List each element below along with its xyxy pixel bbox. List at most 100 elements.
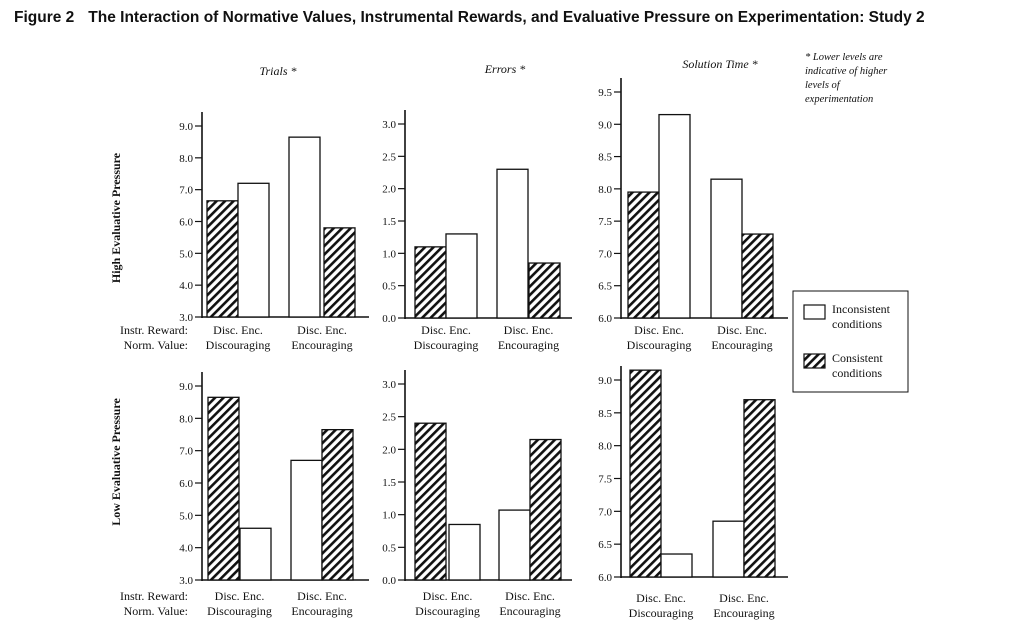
panel-title: Solution Time * — [682, 57, 757, 71]
bar-consistent — [414, 246, 447, 319]
y-tick-label: 5.0 — [179, 510, 193, 522]
y-tick-label: 1.5 — [382, 216, 396, 228]
y-tick-label: 7.0 — [598, 248, 612, 260]
x-tick-label-norm: Discouraging — [415, 604, 480, 618]
y-tick-label: 8.5 — [598, 408, 612, 420]
bar-consistent — [323, 227, 356, 318]
y-tick-label: 9.0 — [598, 375, 612, 387]
y-tick-label: 2.0 — [382, 444, 396, 456]
x-tick-label-reward: Disc. Enc. — [634, 323, 684, 337]
x-tick-label-norm: Encouraging — [291, 604, 352, 618]
bar-inconsistent — [239, 527, 272, 581]
bar-inconsistent — [290, 459, 323, 581]
x-tick-label-norm: Encouraging — [711, 338, 772, 352]
y-tick-label: 0.0 — [382, 575, 396, 587]
y-tick-label: 8.0 — [598, 184, 612, 196]
bar-consistent — [414, 422, 447, 581]
y-tick-label: 0.0 — [382, 313, 396, 325]
x-tick-label-norm: Encouraging — [498, 338, 559, 352]
legend-label-inconsistent-2: conditions — [832, 317, 882, 331]
bar-inconsistent — [448, 523, 481, 581]
bar-consistent — [529, 438, 562, 581]
y-tick-label: 8.0 — [179, 413, 193, 425]
x-tick-label-norm: Discouraging — [206, 338, 271, 352]
bar-inconsistent — [237, 182, 270, 318]
y-tick-label: 3.0 — [179, 575, 193, 587]
bar-inconsistent — [496, 168, 529, 319]
bar-inconsistent — [712, 520, 745, 578]
x-tick-label-reward: Disc. Enc. — [505, 589, 555, 603]
y-tick-label: 2.0 — [382, 184, 396, 196]
y-tick-label: 3.0 — [382, 119, 396, 131]
figure-title: Figure 2 The Interaction of Normative Val… — [14, 9, 925, 27]
y-tick-label: 1.0 — [382, 248, 396, 260]
y-tick-label: 6.0 — [598, 313, 612, 325]
x-tick-label-reward: Disc. Enc. — [636, 591, 686, 605]
bar-consistent — [528, 262, 561, 319]
x-tick-label-reward: Disc. Enc. — [213, 323, 263, 337]
bar-inconsistent — [288, 136, 321, 318]
x-tick-label-reward: Disc. Enc. — [421, 323, 471, 337]
y-tick-label: 0.5 — [382, 281, 396, 293]
y-tick-label: 1.0 — [382, 510, 396, 522]
bar-inconsistent — [445, 233, 478, 319]
x-row-title-reward: Instr. Reward: — [120, 589, 188, 603]
bar-consistent — [207, 396, 240, 581]
y-tick-label: 5.0 — [179, 248, 193, 260]
legend-swatch-consistent — [803, 353, 826, 369]
y-tick-label: 8.0 — [179, 153, 193, 165]
x-tick-label-norm: Encouraging — [713, 606, 774, 620]
legend-label-consistent: Consistent — [832, 351, 883, 365]
y-tick-label: 6.0 — [179, 217, 193, 229]
y-tick-label: 7.0 — [598, 506, 612, 518]
footnote-line: indicative of higher — [805, 66, 888, 77]
x-tick-label-reward: Disc. Enc. — [297, 323, 347, 337]
row-label-low: Low Evaluative Pressure — [109, 398, 123, 526]
figure-number: Figure 2 — [14, 9, 75, 26]
x-row-title-norm: Norm. Value: — [124, 338, 188, 352]
footnote: * Lower levels are indicative of higher … — [805, 52, 888, 105]
x-tick-label-norm: Encouraging — [499, 604, 560, 618]
chart-panel: Solution Time * 6.0 6.5 7.0 7.5 8.0 8.5 9.0 9.5 D… — [598, 57, 788, 352]
legend-label-consistent-2: conditions — [832, 366, 882, 380]
x-tick-label-norm: Discouraging — [629, 606, 694, 620]
row-label-high: High Evaluative Pressure — [109, 152, 123, 283]
x-tick-label-reward: Disc. Enc. — [215, 589, 265, 603]
bar-consistent — [627, 191, 660, 319]
footnote-line: levels of — [805, 80, 842, 91]
figure-title-text: The Interaction of Normative Values, Ins… — [88, 9, 925, 26]
y-tick-label: 3.0 — [382, 379, 396, 391]
y-tick-label: 4.0 — [179, 543, 193, 555]
footnote-line: experimentation — [805, 94, 873, 105]
x-tick-label-reward: Disc. Enc. — [297, 589, 347, 603]
x-row-title-reward: Instr. Reward: — [120, 323, 188, 337]
bar-inconsistent — [498, 509, 531, 581]
y-tick-label: 2.5 — [382, 151, 396, 163]
bar-inconsistent — [660, 553, 693, 578]
y-tick-label: 3.0 — [179, 312, 193, 324]
bar-consistent — [743, 399, 776, 578]
x-tick-label-norm: Discouraging — [414, 338, 479, 352]
y-tick-label: 7.0 — [179, 185, 193, 197]
x-tick-label-norm: Discouraging — [207, 604, 272, 618]
y-tick-label: 1.5 — [382, 477, 396, 489]
bar-consistent — [741, 233, 774, 319]
y-tick-label: 9.0 — [179, 381, 193, 393]
y-tick-label: 9.0 — [179, 121, 193, 133]
y-tick-label: 6.5 — [598, 281, 612, 293]
panel-title: Trials * — [259, 64, 296, 78]
y-tick-label: 7.5 — [598, 216, 612, 228]
x-row-title-norm: Norm. Value: — [124, 604, 188, 618]
x-tick-label-reward: Disc. Enc. — [504, 323, 554, 337]
y-tick-label: 7.5 — [598, 474, 612, 486]
x-tick-label-reward: Disc. Enc. — [719, 591, 769, 605]
bar-consistent — [629, 369, 662, 578]
footnote-line: * Lower levels are — [805, 52, 883, 63]
y-tick-label: 6.0 — [598, 572, 612, 584]
y-tick-label: 0.5 — [382, 542, 396, 554]
